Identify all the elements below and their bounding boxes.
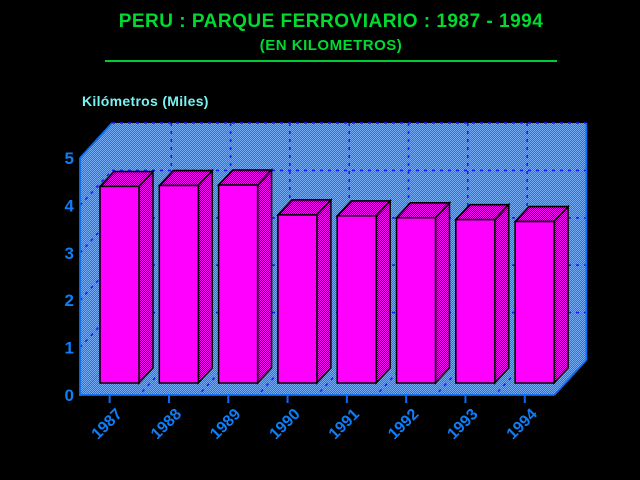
bar-1992 <box>394 200 452 385</box>
bar-1991 <box>335 198 392 385</box>
bar-front-face <box>514 220 555 384</box>
bar-front-face <box>217 184 259 384</box>
x-axis-label-1994: 1994 <box>504 406 541 443</box>
y-axis-title: Kilómetros (Miles) <box>82 93 209 109</box>
bar-front-face <box>336 215 377 384</box>
bar-front-face <box>158 184 200 384</box>
title-underline <box>105 60 557 62</box>
bar-1994 <box>513 204 570 385</box>
bar-side-face <box>494 202 510 385</box>
bar-side-face <box>138 169 154 385</box>
x-axis-label-1988: 1988 <box>148 406 185 443</box>
page-title: PERU : PARQUE FERROVIARIO : 1987 - 1994 <box>118 11 544 32</box>
wall-top-left-edge <box>79 122 113 159</box>
y-tick-label-4: 4 <box>65 196 75 215</box>
floor-right-edge <box>553 359 588 396</box>
x-axis-label-1987: 1987 <box>89 406 126 443</box>
y-tick-label-2: 2 <box>65 291 74 310</box>
x-axis-label-1993: 1993 <box>444 406 481 443</box>
y-tick-label-0: 0 <box>65 386 74 405</box>
bar-front-face <box>395 216 437 384</box>
y-tick-label-3: 3 <box>65 244 74 263</box>
bar-1990 <box>276 197 333 385</box>
x-axis-label-1989: 1989 <box>207 406 244 443</box>
x-axis-label-1991: 1991 <box>326 406 363 443</box>
bar-side-face <box>375 198 391 385</box>
bar-side-face <box>553 204 569 385</box>
x-axis-label-1992: 1992 <box>385 406 422 443</box>
bar-side-face <box>434 200 451 385</box>
bar-front-face <box>99 185 140 384</box>
bar-front-face <box>277 214 318 384</box>
page-subtitle: (EN KILOMETROS) <box>259 37 403 54</box>
bar-side-face <box>256 168 273 385</box>
x-axis-label-1990: 1990 <box>267 406 304 443</box>
bar-1989 <box>216 168 274 385</box>
bar-1993 <box>454 202 511 385</box>
y-tick-label-1: 1 <box>65 339 74 358</box>
y-tick-label-5: 5 <box>65 149 74 168</box>
bar-side-face <box>316 197 332 385</box>
bar-1988 <box>157 168 215 385</box>
bar-side-face <box>197 168 214 385</box>
bar-front-face <box>455 218 496 384</box>
bar-1987 <box>98 169 155 385</box>
